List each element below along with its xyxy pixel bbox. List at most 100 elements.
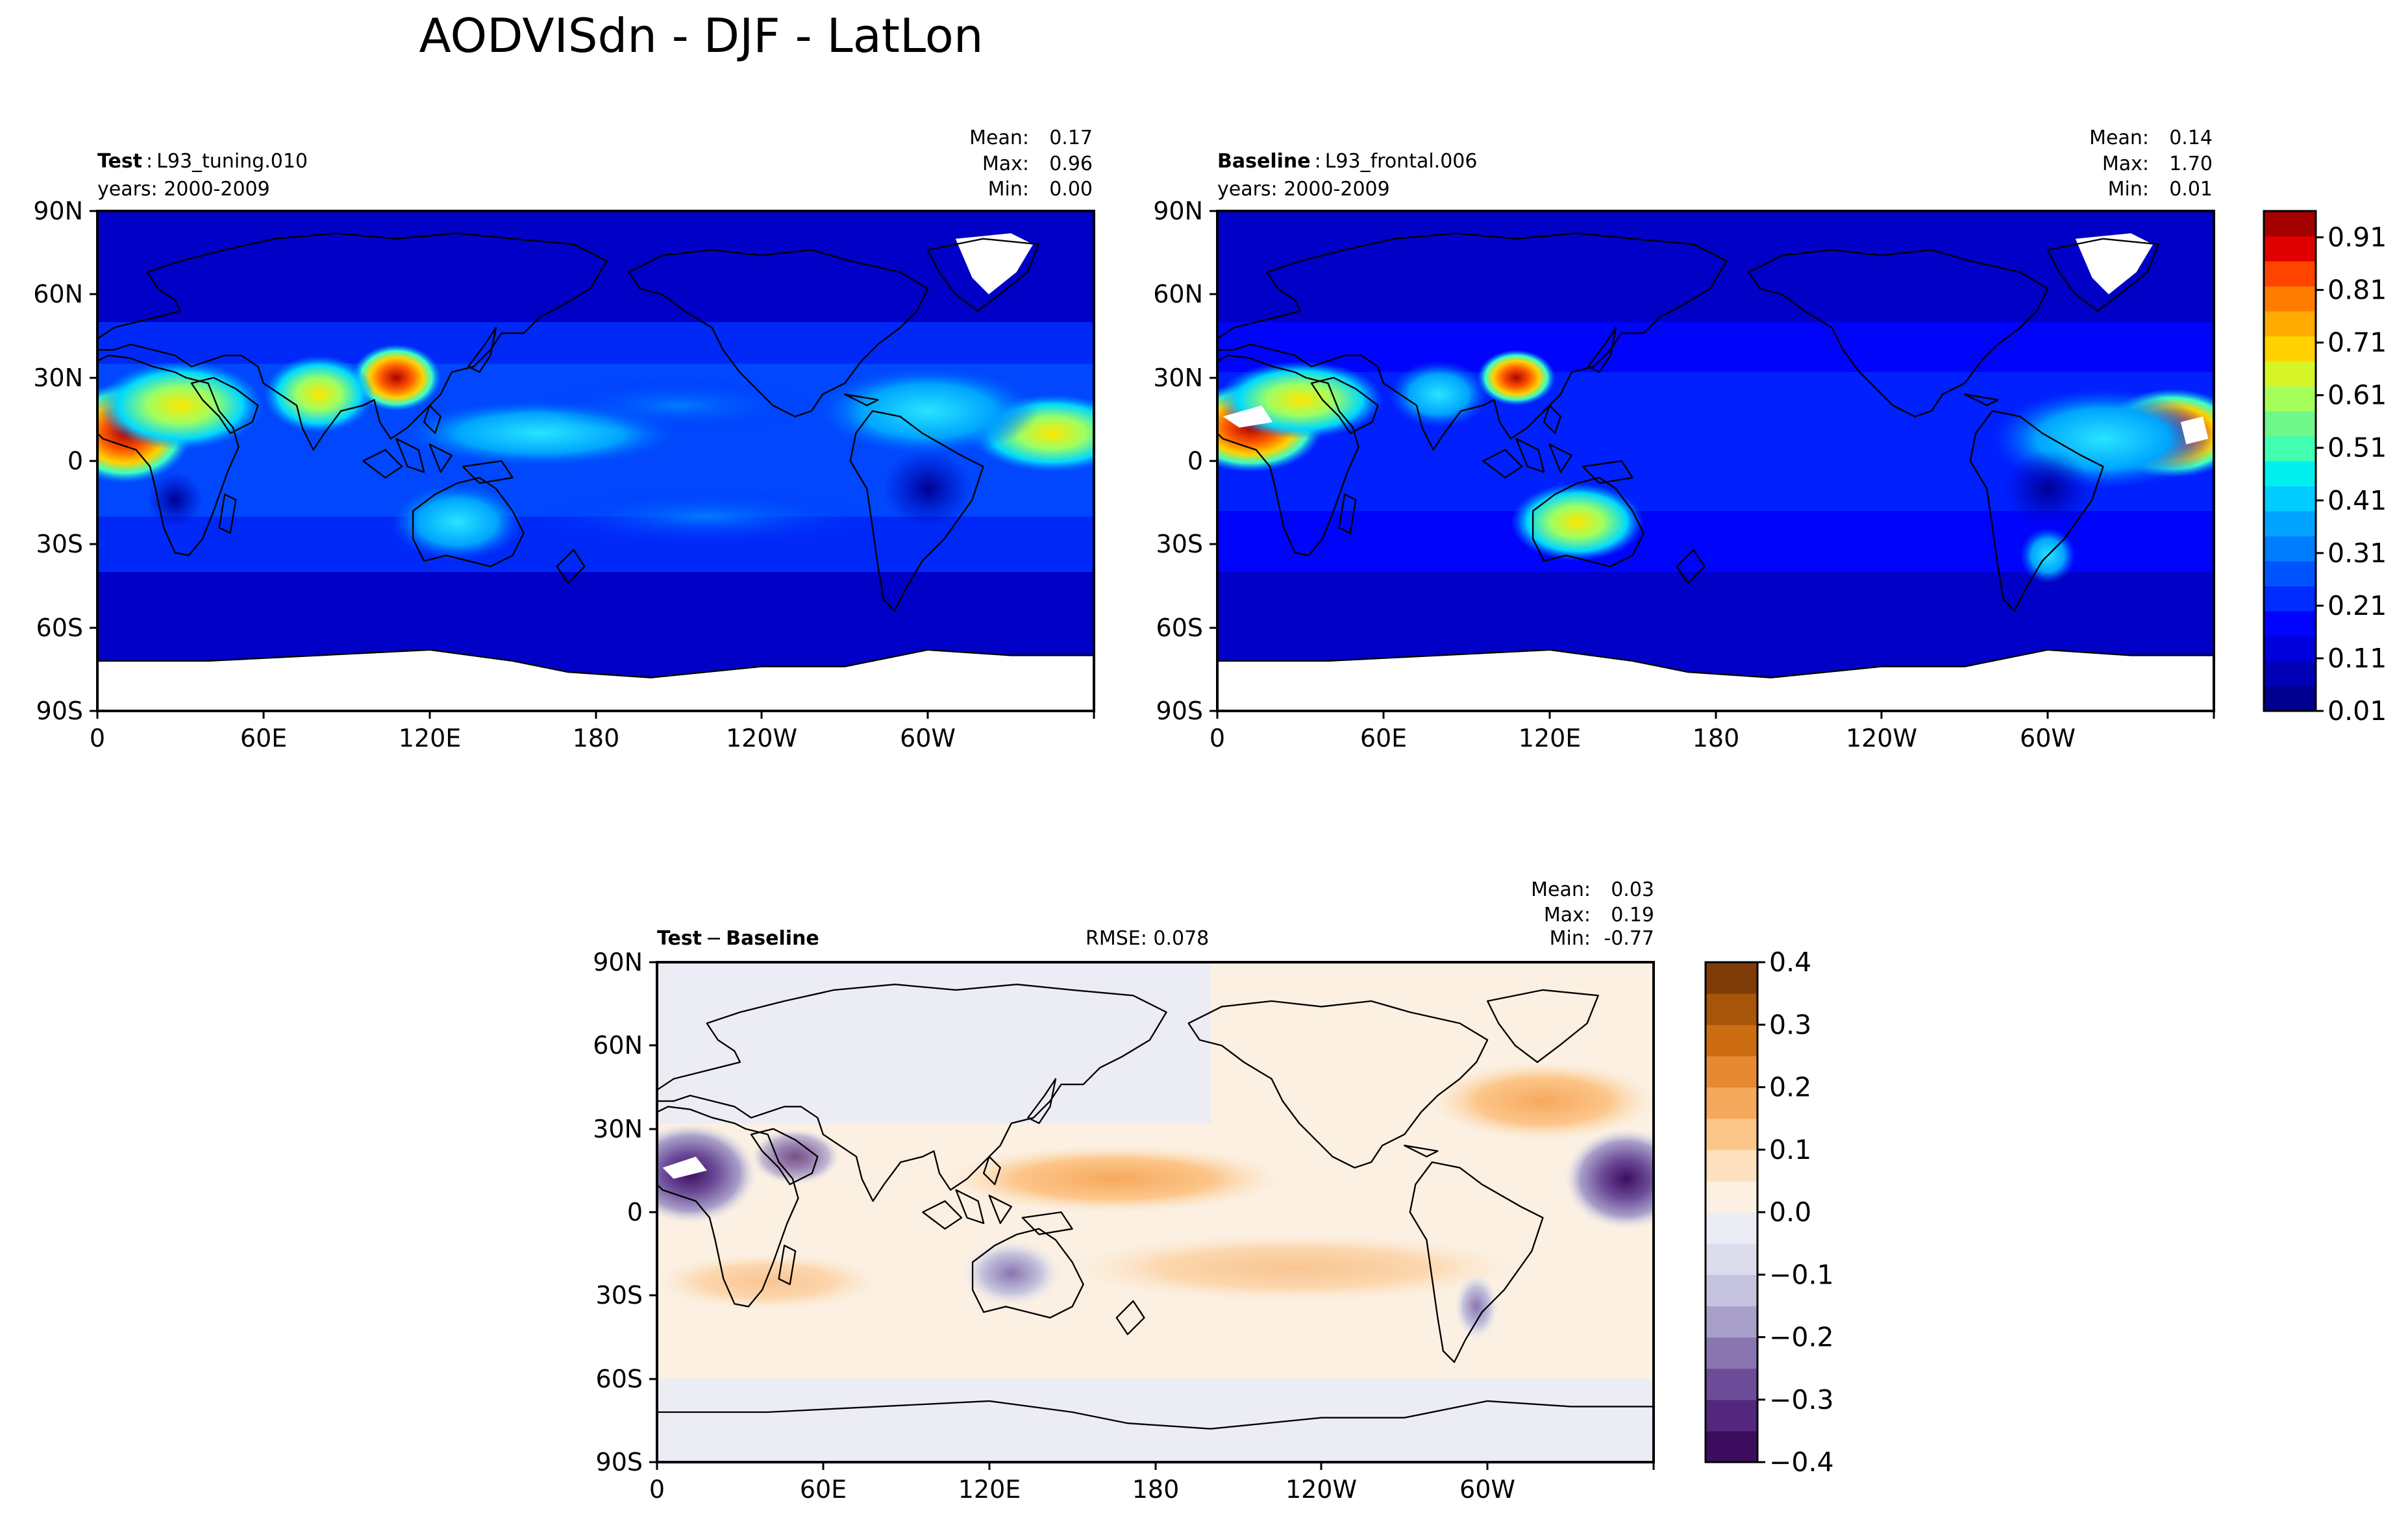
panel-diff: Test − Baseline RMSE: 0.078 Mean: 0.03 Max…	[593, 878, 1655, 1504]
panel-diff-lon-tick: 60W	[1459, 1475, 1515, 1504]
colorbar-top-swatch	[2264, 311, 2316, 337]
panel-test-lon-tick: 120E	[399, 724, 462, 752]
panel-baseline-lon-tick: 60E	[1360, 724, 1407, 752]
panel-baseline-lat-axis: 90N 60N 30N 0 30S 60S 90S	[1153, 197, 1217, 725]
colorbar-diff-tick-label: −0.4	[1769, 1447, 1834, 1478]
panel-test-stat-min-value: 0.00	[1049, 178, 1093, 201]
colorbar-diff-swatch	[1706, 1306, 1757, 1338]
panel-test-lat-tick: 60S	[36, 614, 83, 642]
panel-baseline-lat-tick: 30N	[1153, 364, 1203, 392]
panel-baseline-lat-tick: 0	[1187, 447, 1203, 475]
panel-baseline-label-bold: Baseline	[1217, 150, 1311, 173]
colorbar-diff-swatch	[1706, 1368, 1757, 1400]
colorbar-top-swatch	[2264, 536, 2316, 562]
panel-test-stat-max-label: Max:	[982, 153, 1029, 175]
panel-test-lon-tick: 60E	[240, 724, 287, 752]
colorbar-diff-swatch	[1706, 1243, 1757, 1275]
colorbar-diff-swatch	[1706, 1399, 1757, 1432]
panel-test-lat-tick: 30N	[33, 364, 83, 392]
panel-test-years: years: 2000-2009	[97, 178, 270, 201]
panel-diff-lon-tick: 180	[1132, 1475, 1180, 1504]
panel-diff-stat-max-value: 0.19	[1611, 904, 1654, 926]
panel-diff-lon-tick: 0	[649, 1475, 665, 1504]
colorbar-diff-swatch	[1706, 962, 1757, 994]
panel-baseline-stat-max-label: Max:	[2102, 153, 2149, 175]
colorbar-diff-tick-label: 0.0	[1769, 1197, 1811, 1228]
colorbar-diff-swatch	[1706, 1180, 1757, 1213]
panel-baseline-lat-tick: 30S	[1156, 530, 1203, 558]
colorbar-top-swatch	[2264, 236, 2316, 262]
panel-test-lon-axis: 0 60E 120E 180 120W 60W	[90, 711, 1095, 752]
colorbar-diff-swatch	[1706, 993, 1757, 1025]
colorbar-top-swatch	[2264, 636, 2316, 662]
panel-diff-stat-mean-value: 0.03	[1611, 878, 1654, 901]
colorbar-top: 0.91 0.81 0.71 0.61 0.51 0.41 0.31 0.21 0.11 0.01	[2263, 210, 2387, 727]
colorbar-top-tick-label: 0.11	[2327, 643, 2387, 674]
panel-test-lon-tick: 120W	[726, 724, 797, 752]
panel-test-lon-tick: 60W	[900, 724, 956, 752]
colorbar-diff-swatch	[1706, 1212, 1757, 1244]
panel-diff-label-bold-a: Test	[657, 927, 702, 950]
colorbar-top-swatch	[2264, 411, 2316, 437]
panel-diff-lat-tick: 0	[627, 1198, 643, 1226]
colorbar-top-swatch	[2264, 586, 2316, 612]
colorbar-diff-tick-label: 0.1	[1769, 1134, 1811, 1165]
panel-diff-lat-tick: 90N	[593, 948, 643, 976]
colorbar-diff-tick-label: −0.3	[1769, 1384, 1834, 1415]
colorbar-top-swatch	[2264, 611, 2316, 637]
panel-diff-lon-axis: 0 60E 120E 180 120W 60W	[649, 1462, 1655, 1504]
panel-baseline-label-name: L93_frontal.006	[1325, 150, 1478, 173]
panel-diff-label-sep: −	[706, 927, 722, 950]
colorbar-top-swatches	[2264, 211, 2316, 712]
panel-baseline-label: Baseline: L93_frontal.006	[1217, 150, 1477, 173]
panel-test-stat-max-value: 0.96	[1049, 153, 1093, 175]
panel-diff-lon-tick: 120E	[958, 1475, 1021, 1504]
colorbar-top-swatch	[2264, 686, 2316, 712]
panel-baseline: Baseline: L93_frontal.006 years: 2000-200…	[1153, 127, 2215, 752]
panel-test-lon-tick: 180	[573, 724, 620, 752]
panel-diff-stat-min-label: Min:	[1550, 927, 1591, 950]
colorbar-diff: 0.4 0.3 0.2 0.1 0.0 −0.1 −0.2 −0.3 −0.4	[1704, 947, 1834, 1478]
colorbar-diff-swatches	[1706, 962, 1757, 1463]
colorbar-top-swatch	[2264, 211, 2316, 237]
colorbar-diff-tick-label: 0.2	[1769, 1072, 1811, 1103]
panel-test-lat-tick: 30S	[36, 530, 83, 558]
panel-test-stat-mean-label: Mean:	[969, 127, 1029, 149]
panel-diff-lat-tick: 60S	[596, 1365, 643, 1393]
panel-baseline-lat-tick: 90S	[1156, 697, 1203, 725]
panel-diff-lon-tick: 60E	[800, 1475, 847, 1504]
panel-diff-lon-tick: 120W	[1285, 1475, 1357, 1504]
colorbar-diff-swatch	[1706, 1149, 1757, 1182]
panel-baseline-lon-tick: 120E	[1519, 724, 1582, 752]
colorbar-diff-swatch	[1706, 1337, 1757, 1369]
panel-test: Test: L93_tuning.010 years: 2000-2009 Mea…	[33, 127, 1095, 752]
colorbar-top-swatch	[2264, 461, 2316, 487]
panel-test-lat-tick: 60N	[33, 280, 83, 308]
panel-diff-rmse: RMSE: 0.078	[1086, 927, 1209, 950]
panel-baseline-stat-min-value: 0.01	[2169, 178, 2213, 201]
panel-test-lat-tick: 0	[68, 447, 83, 475]
panel-diff-label: Test − Baseline	[657, 927, 819, 950]
colorbar-top-swatch	[2264, 511, 2316, 537]
panel-test-label-sep: :	[146, 150, 153, 173]
panel-diff-lat-tick: 30S	[596, 1281, 643, 1310]
colorbar-top-tick-label: 0.31	[2327, 538, 2387, 569]
colorbar-top-tick-label: 0.71	[2327, 327, 2387, 358]
panel-baseline-stat-min-label: Min:	[2108, 178, 2149, 201]
panel-baseline-lon-tick: 60W	[2020, 724, 2076, 752]
panel-diff-stat-max-label: Max:	[1544, 904, 1591, 926]
panel-diff-stats: Mean: 0.03 Max: 0.19 Min: -0.77	[1531, 878, 1654, 950]
colorbar-diff-swatch	[1706, 1025, 1757, 1056]
colorbar-top-swatch	[2264, 661, 2316, 687]
panel-diff-label-bold-b: Baseline	[726, 927, 819, 950]
panel-baseline-lat-tick: 90N	[1153, 197, 1203, 225]
panel-diff-stat-mean-label: Mean:	[1531, 878, 1591, 901]
panel-baseline-lon-axis: 0 60E 120E 180 120W 60W	[1210, 711, 2215, 752]
panel-diff-lat-tick: 30N	[593, 1115, 643, 1143]
colorbar-top-tick-label: 0.01	[2327, 695, 2387, 727]
panel-diff-lat-tick: 60N	[593, 1031, 643, 1060]
panel-test-lat-tick: 90N	[33, 197, 83, 225]
colorbar-top-tick-label: 0.41	[2327, 485, 2387, 516]
panel-baseline-lat-tick: 60S	[1156, 614, 1203, 642]
